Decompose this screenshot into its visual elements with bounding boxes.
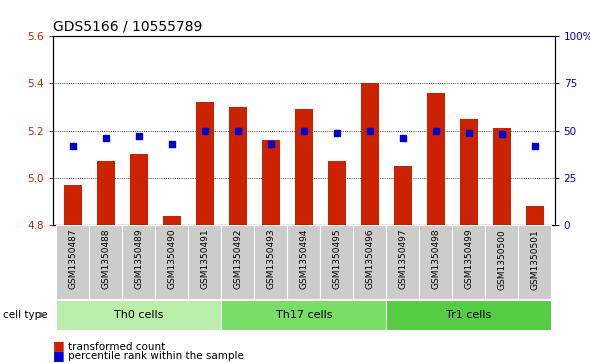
Bar bbox=[320, 225, 353, 299]
Text: GDS5166 / 10555789: GDS5166 / 10555789 bbox=[53, 20, 202, 34]
Point bbox=[167, 141, 176, 147]
Point bbox=[398, 135, 408, 141]
Text: Th0 cells: Th0 cells bbox=[114, 310, 163, 320]
Bar bbox=[394, 166, 412, 225]
Point bbox=[68, 143, 78, 149]
Bar bbox=[64, 185, 82, 225]
Bar bbox=[57, 300, 221, 330]
Text: GSM1350492: GSM1350492 bbox=[234, 229, 242, 289]
Bar bbox=[493, 129, 511, 225]
Point bbox=[101, 135, 110, 141]
Bar bbox=[360, 83, 379, 225]
Point bbox=[134, 134, 143, 139]
Point bbox=[464, 130, 474, 135]
Text: GSM1350501: GSM1350501 bbox=[530, 229, 539, 290]
Point bbox=[497, 131, 507, 137]
Point bbox=[431, 128, 441, 134]
Text: ■: ■ bbox=[53, 339, 65, 352]
Bar bbox=[460, 119, 478, 225]
Point bbox=[299, 128, 309, 134]
Point bbox=[233, 128, 242, 134]
Text: GSM1350500: GSM1350500 bbox=[497, 229, 506, 290]
Bar bbox=[486, 225, 518, 299]
Point bbox=[365, 128, 375, 134]
Bar bbox=[122, 225, 155, 299]
Text: GSM1350490: GSM1350490 bbox=[168, 229, 176, 289]
Text: Tr1 cells: Tr1 cells bbox=[446, 310, 491, 320]
Bar bbox=[221, 225, 254, 299]
Bar bbox=[221, 300, 386, 330]
Text: GSM1350498: GSM1350498 bbox=[431, 229, 440, 289]
Bar bbox=[188, 225, 221, 299]
Text: GSM1350497: GSM1350497 bbox=[398, 229, 407, 289]
Point bbox=[200, 128, 209, 134]
Text: GSM1350488: GSM1350488 bbox=[101, 229, 110, 289]
Bar bbox=[386, 300, 551, 330]
Bar bbox=[163, 216, 181, 225]
Text: GSM1350487: GSM1350487 bbox=[68, 229, 77, 289]
Bar bbox=[453, 225, 486, 299]
Text: GSM1350489: GSM1350489 bbox=[135, 229, 143, 289]
Text: GSM1350491: GSM1350491 bbox=[201, 229, 209, 289]
Bar bbox=[229, 107, 247, 225]
Bar bbox=[419, 225, 453, 299]
Bar bbox=[90, 225, 122, 299]
Bar bbox=[386, 225, 419, 299]
Text: transformed count: transformed count bbox=[68, 342, 165, 352]
Bar bbox=[518, 225, 551, 299]
Bar bbox=[97, 162, 115, 225]
Bar bbox=[353, 225, 386, 299]
Bar bbox=[295, 110, 313, 225]
Text: ■: ■ bbox=[53, 349, 65, 362]
Text: GSM1350499: GSM1350499 bbox=[464, 229, 473, 289]
Bar bbox=[526, 206, 544, 225]
Text: percentile rank within the sample: percentile rank within the sample bbox=[68, 351, 244, 361]
Text: ▶: ▶ bbox=[40, 310, 46, 319]
Bar bbox=[57, 225, 90, 299]
Bar bbox=[328, 162, 346, 225]
Text: cell type: cell type bbox=[3, 310, 48, 320]
Text: GSM1350493: GSM1350493 bbox=[266, 229, 276, 289]
Bar bbox=[130, 154, 148, 225]
Point bbox=[332, 130, 342, 135]
Bar bbox=[254, 225, 287, 299]
Point bbox=[530, 143, 539, 149]
Bar bbox=[287, 225, 320, 299]
Text: GSM1350496: GSM1350496 bbox=[365, 229, 374, 289]
Bar bbox=[196, 102, 214, 225]
Bar bbox=[155, 225, 188, 299]
Bar bbox=[262, 140, 280, 225]
Text: GSM1350494: GSM1350494 bbox=[299, 229, 309, 289]
Point bbox=[266, 141, 276, 147]
Text: Th17 cells: Th17 cells bbox=[276, 310, 332, 320]
Bar bbox=[427, 93, 445, 225]
Text: GSM1350495: GSM1350495 bbox=[332, 229, 342, 289]
